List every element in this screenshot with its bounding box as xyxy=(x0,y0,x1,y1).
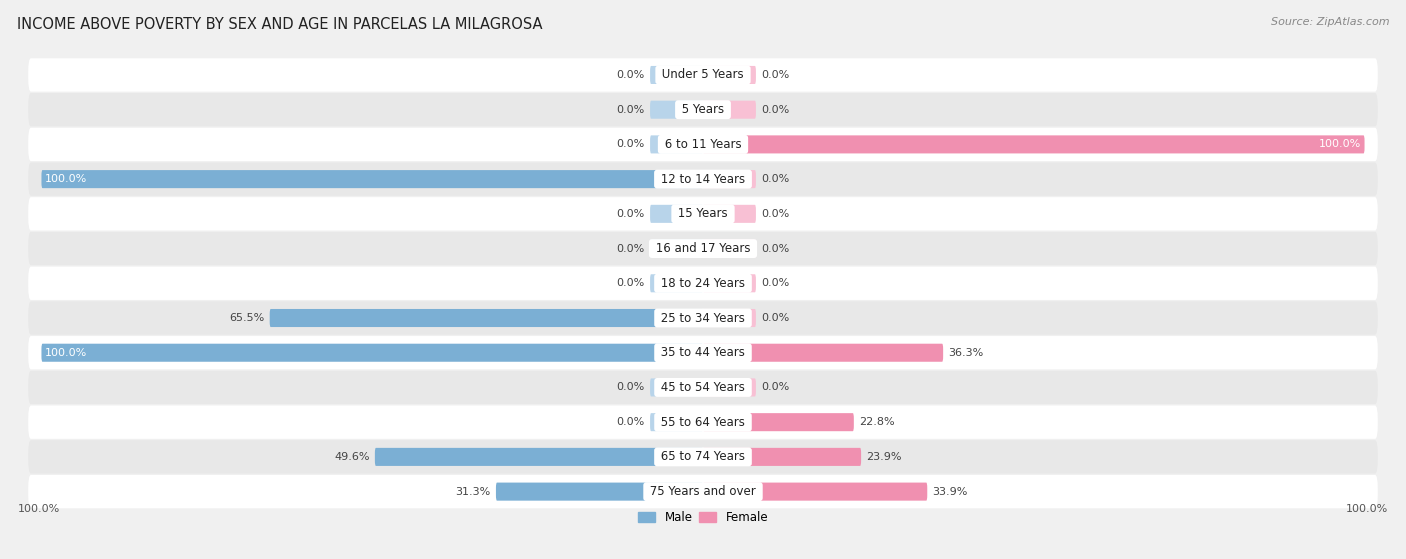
FancyBboxPatch shape xyxy=(703,378,756,396)
Text: 0.0%: 0.0% xyxy=(617,417,645,427)
FancyBboxPatch shape xyxy=(703,413,853,431)
FancyBboxPatch shape xyxy=(703,309,756,327)
Text: 35 to 44 Years: 35 to 44 Years xyxy=(657,346,749,359)
Text: 0.0%: 0.0% xyxy=(761,105,789,115)
Text: 12 to 14 Years: 12 to 14 Years xyxy=(657,173,749,186)
Text: 25 to 34 Years: 25 to 34 Years xyxy=(657,311,749,325)
FancyBboxPatch shape xyxy=(28,301,1378,335)
Text: INCOME ABOVE POVERTY BY SEX AND AGE IN PARCELAS LA MILAGROSA: INCOME ABOVE POVERTY BY SEX AND AGE IN P… xyxy=(17,17,543,32)
FancyBboxPatch shape xyxy=(650,274,703,292)
FancyBboxPatch shape xyxy=(375,448,703,466)
Text: 49.6%: 49.6% xyxy=(335,452,370,462)
Text: 0.0%: 0.0% xyxy=(617,382,645,392)
FancyBboxPatch shape xyxy=(650,135,703,153)
FancyBboxPatch shape xyxy=(496,482,703,501)
Text: 16 and 17 Years: 16 and 17 Years xyxy=(652,242,754,255)
FancyBboxPatch shape xyxy=(28,93,1378,126)
FancyBboxPatch shape xyxy=(28,440,1378,473)
FancyBboxPatch shape xyxy=(28,58,1378,92)
FancyBboxPatch shape xyxy=(28,475,1378,508)
FancyBboxPatch shape xyxy=(270,309,703,327)
Text: 6 to 11 Years: 6 to 11 Years xyxy=(661,138,745,151)
FancyBboxPatch shape xyxy=(703,448,860,466)
Text: 22.8%: 22.8% xyxy=(859,417,894,427)
Text: 18 to 24 Years: 18 to 24 Years xyxy=(657,277,749,290)
FancyBboxPatch shape xyxy=(28,128,1378,161)
FancyBboxPatch shape xyxy=(650,101,703,119)
FancyBboxPatch shape xyxy=(703,66,756,84)
Text: 0.0%: 0.0% xyxy=(617,70,645,80)
Text: 0.0%: 0.0% xyxy=(761,278,789,288)
FancyBboxPatch shape xyxy=(28,371,1378,404)
Text: Under 5 Years: Under 5 Years xyxy=(658,68,748,82)
FancyBboxPatch shape xyxy=(703,274,756,292)
FancyBboxPatch shape xyxy=(650,66,703,84)
Text: 23.9%: 23.9% xyxy=(866,452,901,462)
FancyBboxPatch shape xyxy=(703,101,756,119)
Text: 100.0%: 100.0% xyxy=(45,174,87,184)
Text: 0.0%: 0.0% xyxy=(617,278,645,288)
FancyBboxPatch shape xyxy=(650,240,703,258)
Text: 100.0%: 100.0% xyxy=(1319,139,1361,149)
Text: 0.0%: 0.0% xyxy=(617,244,645,254)
FancyBboxPatch shape xyxy=(703,482,928,501)
FancyBboxPatch shape xyxy=(703,135,1365,153)
FancyBboxPatch shape xyxy=(28,197,1378,230)
FancyBboxPatch shape xyxy=(650,205,703,223)
Text: 75 Years and over: 75 Years and over xyxy=(647,485,759,498)
Text: 100.0%: 100.0% xyxy=(45,348,87,358)
Legend: Male, Female: Male, Female xyxy=(633,506,773,528)
Text: 0.0%: 0.0% xyxy=(761,209,789,219)
FancyBboxPatch shape xyxy=(28,163,1378,196)
FancyBboxPatch shape xyxy=(650,413,703,431)
Text: 45 to 54 Years: 45 to 54 Years xyxy=(657,381,749,394)
Text: 0.0%: 0.0% xyxy=(617,209,645,219)
Text: 33.9%: 33.9% xyxy=(932,487,967,496)
FancyBboxPatch shape xyxy=(41,344,703,362)
FancyBboxPatch shape xyxy=(28,232,1378,265)
Text: 0.0%: 0.0% xyxy=(761,313,789,323)
Text: 100.0%: 100.0% xyxy=(18,504,60,514)
Text: Source: ZipAtlas.com: Source: ZipAtlas.com xyxy=(1271,17,1389,27)
Text: 55 to 64 Years: 55 to 64 Years xyxy=(657,416,749,429)
Text: 0.0%: 0.0% xyxy=(761,70,789,80)
Text: 65.5%: 65.5% xyxy=(229,313,264,323)
Text: 0.0%: 0.0% xyxy=(617,139,645,149)
Text: 100.0%: 100.0% xyxy=(1346,504,1388,514)
Text: 15 Years: 15 Years xyxy=(675,207,731,220)
FancyBboxPatch shape xyxy=(703,240,756,258)
Text: 0.0%: 0.0% xyxy=(761,174,789,184)
FancyBboxPatch shape xyxy=(650,378,703,396)
Text: 36.3%: 36.3% xyxy=(949,348,984,358)
Text: 65 to 74 Years: 65 to 74 Years xyxy=(657,451,749,463)
Text: 31.3%: 31.3% xyxy=(456,487,491,496)
Text: 0.0%: 0.0% xyxy=(617,105,645,115)
FancyBboxPatch shape xyxy=(703,205,756,223)
Text: 0.0%: 0.0% xyxy=(761,244,789,254)
Text: 5 Years: 5 Years xyxy=(678,103,728,116)
FancyBboxPatch shape xyxy=(703,344,943,362)
Text: 0.0%: 0.0% xyxy=(761,382,789,392)
FancyBboxPatch shape xyxy=(41,170,703,188)
FancyBboxPatch shape xyxy=(28,267,1378,300)
FancyBboxPatch shape xyxy=(28,405,1378,439)
FancyBboxPatch shape xyxy=(28,336,1378,369)
FancyBboxPatch shape xyxy=(703,170,756,188)
